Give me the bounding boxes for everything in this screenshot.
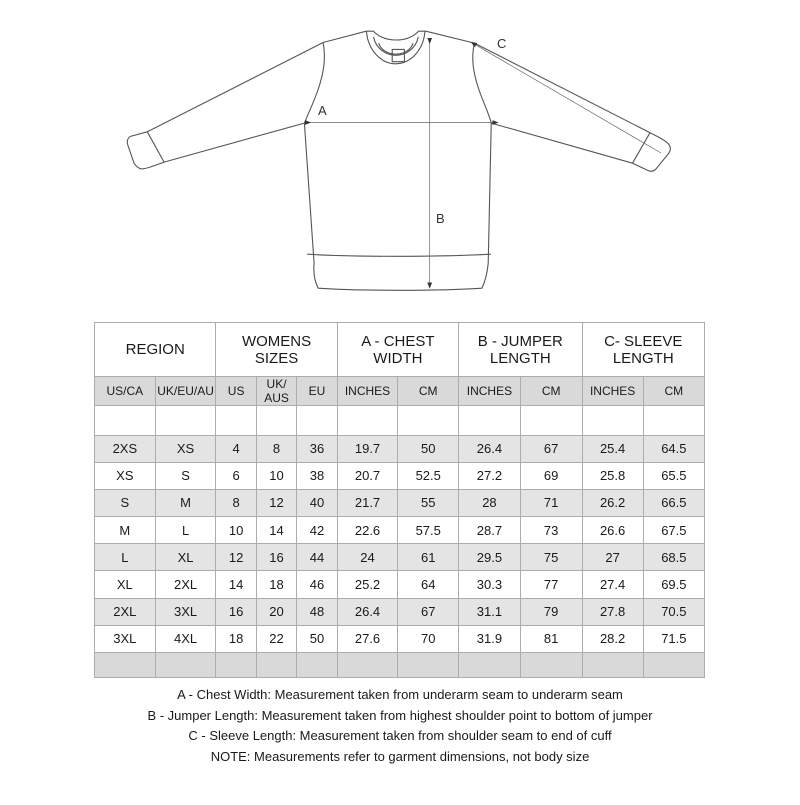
svg-text:A: A bbox=[318, 103, 327, 118]
svg-text:B: B bbox=[436, 211, 445, 226]
svg-text:C: C bbox=[497, 36, 506, 51]
